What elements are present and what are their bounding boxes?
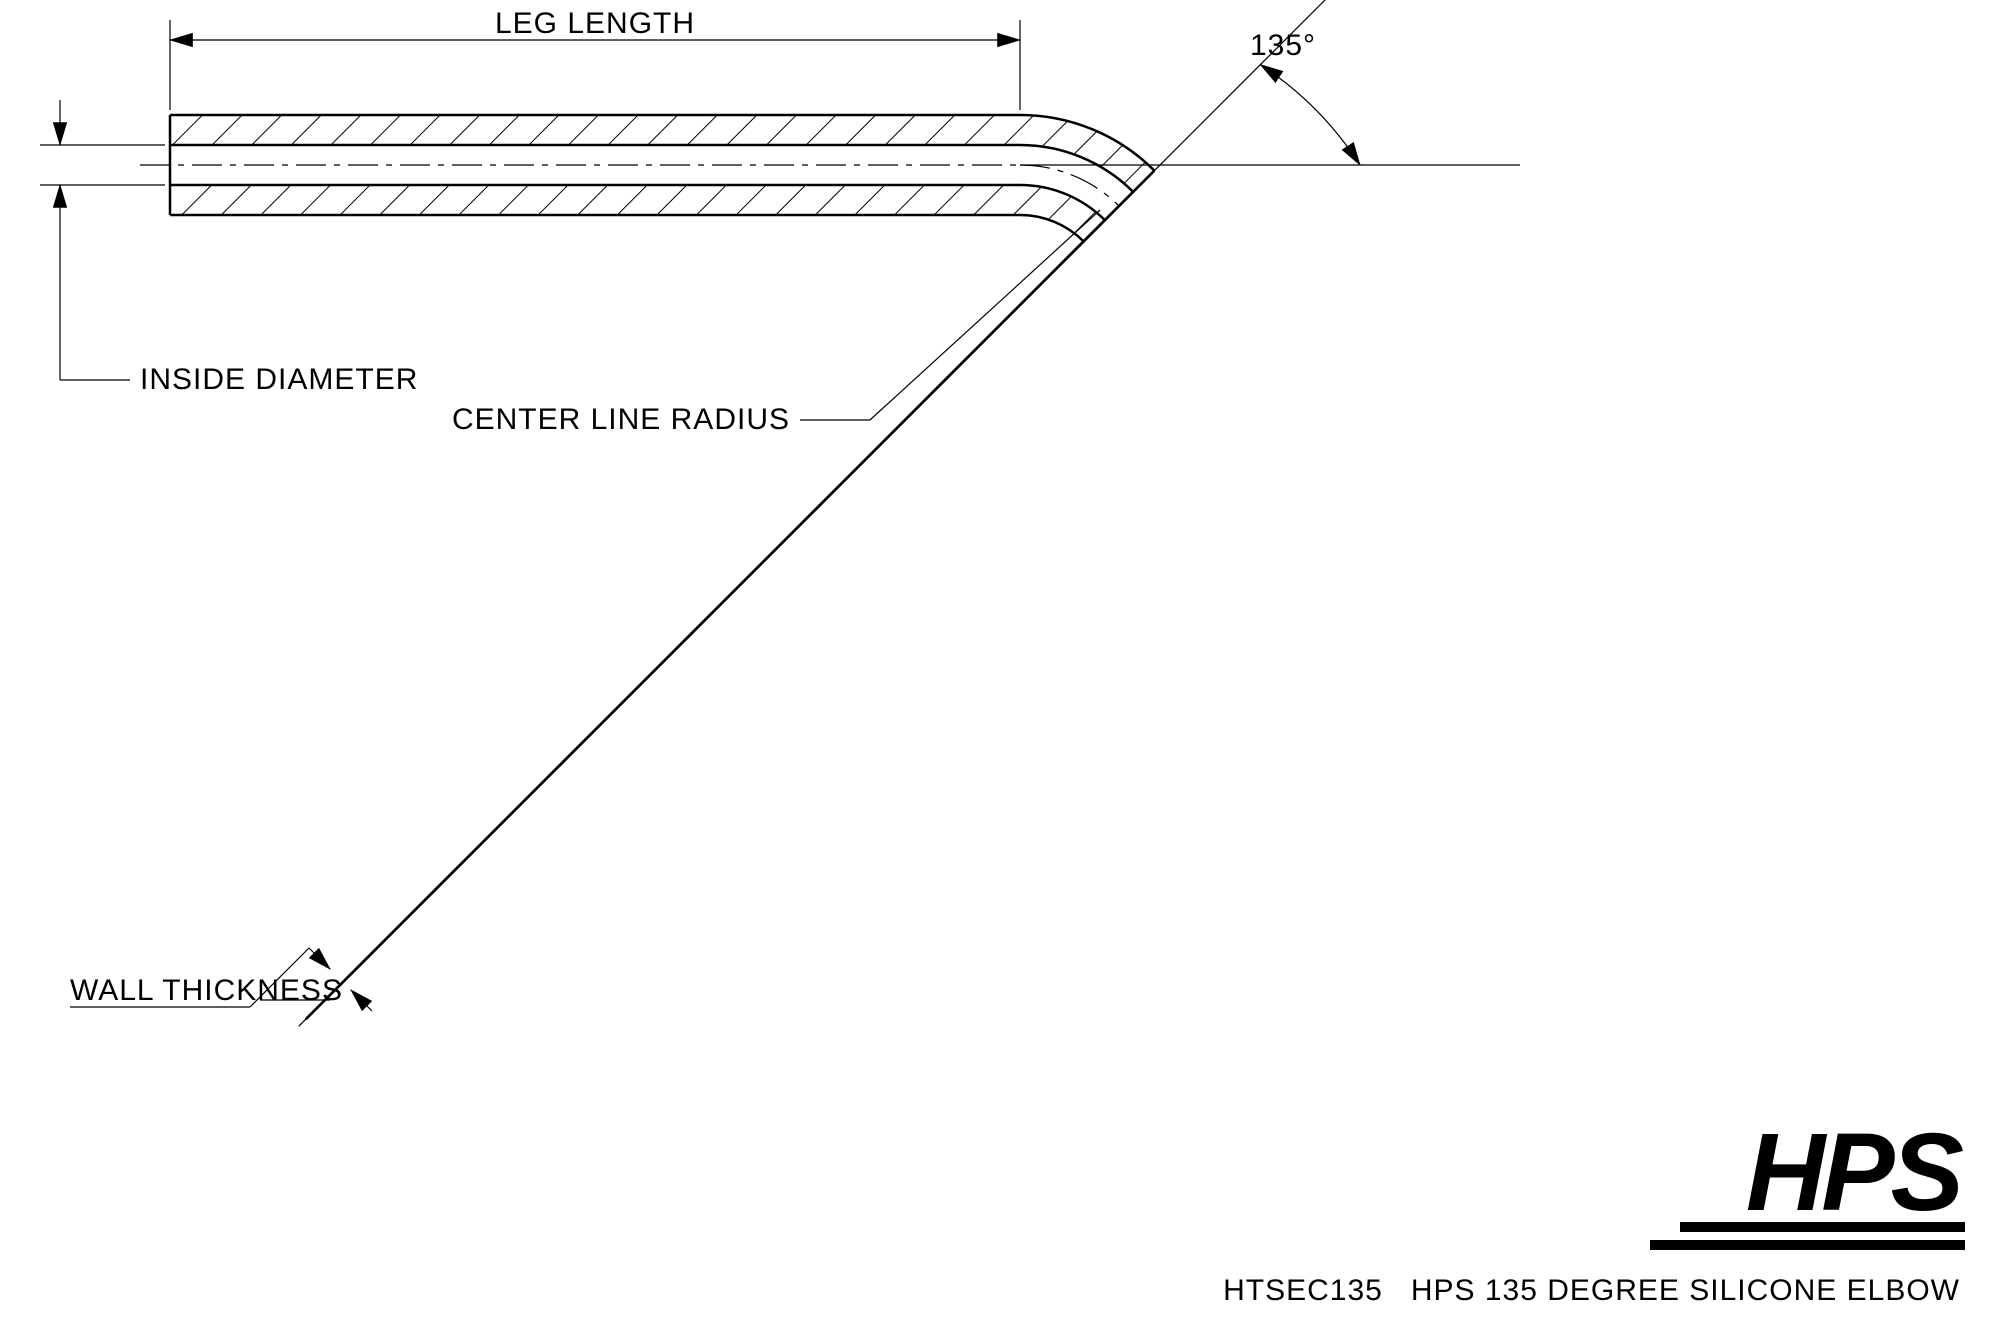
brand-logo: HPS [1650, 1111, 1965, 1250]
dim-inside-diameter [40, 100, 165, 380]
drawing-caption: HTSEC135 HPS 135 DEGREE SILICONE ELBOW [1223, 1274, 1960, 1307]
engineering-drawing: LEG LENGTH INSIDE DIAMETER 135° CENTER L… [0, 0, 2000, 1333]
label-inside-diameter: INSIDE DIAMETER [140, 363, 418, 396]
svg-text:HPS: HPS [1746, 1111, 1964, 1234]
label-leg-length: LEG LENGTH [495, 7, 695, 40]
label-center-line-radius: CENTER LINE RADIUS [452, 403, 790, 436]
elbow-body [140, 115, 1154, 1019]
label-wall-thickness: WALL THICKNESS [70, 974, 343, 1007]
dim-clr [800, 210, 1100, 420]
label-angle: 135° [1250, 29, 1316, 62]
